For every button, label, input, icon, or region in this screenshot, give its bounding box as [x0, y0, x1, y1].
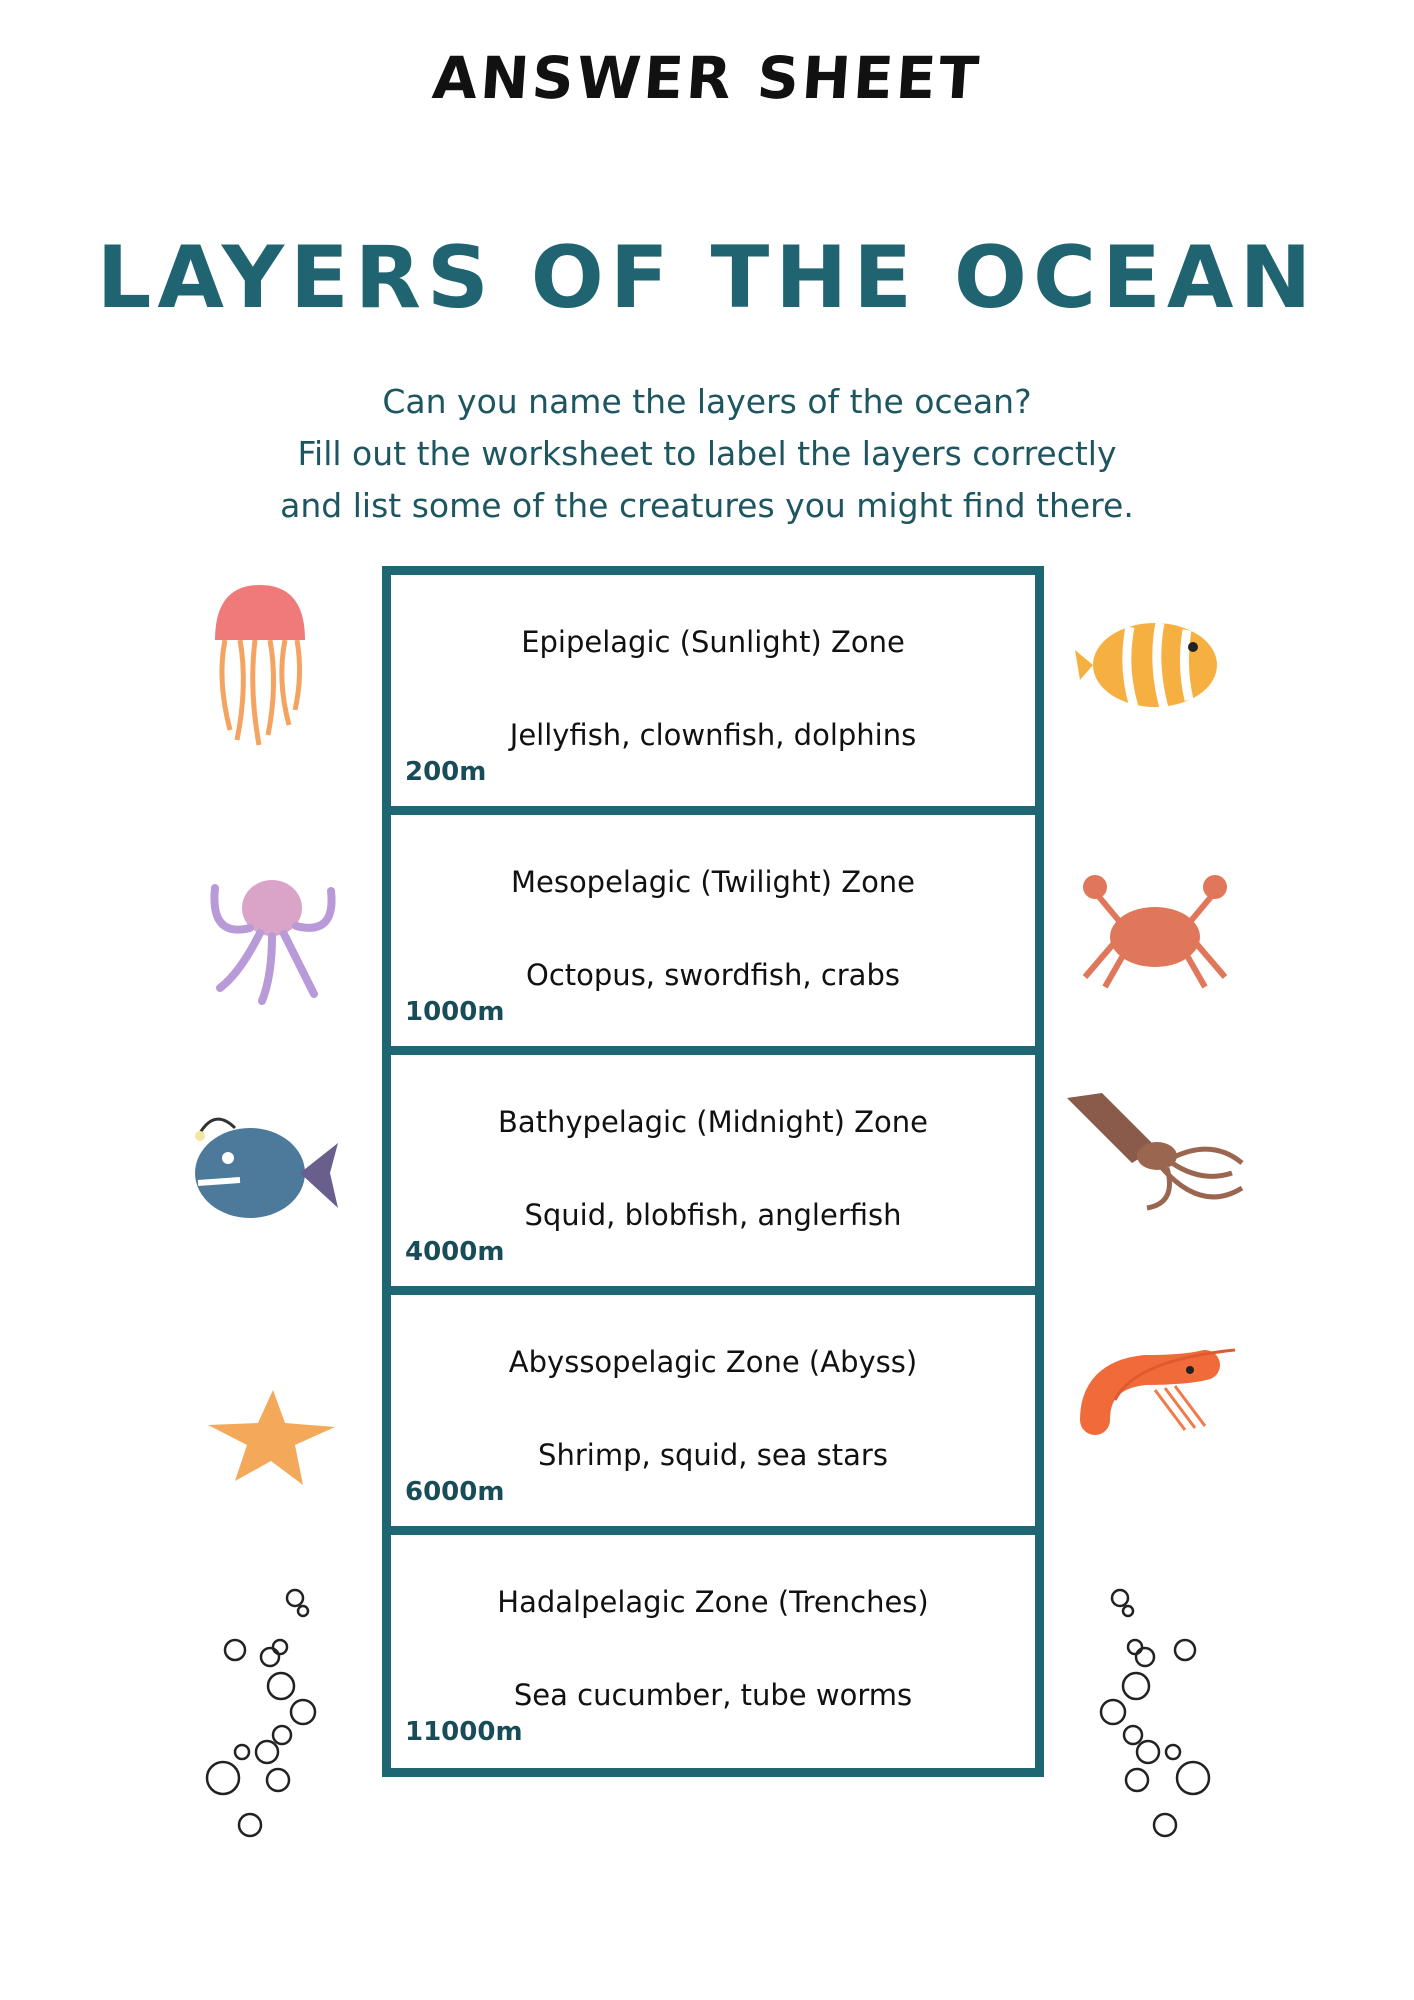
octopus-icon — [210, 880, 336, 1005]
zone-depth: 11000m — [405, 1717, 523, 1747]
ocean-layers-table: Epipelagic (Sunlight) Zone Jellyfish, cl… — [382, 566, 1044, 1777]
zone-name: Mesopelagic (Twilight) Zone — [510, 865, 916, 899]
jellyfish-icon — [215, 585, 305, 746]
zone-creatures: Jellyfish, clownfish, dolphins — [509, 718, 917, 752]
zone-row-abyssopelagic: Abyssopelagic Zone (Abyss) Shrimp, squid… — [391, 1295, 1035, 1535]
intro-line: Fill out the worksheet to label the laye… — [297, 434, 1117, 473]
zone-depth: 6000m — [405, 1477, 505, 1507]
zone-creatures: Sea cucumber, tube worms — [513, 1678, 913, 1712]
zone-depth: 1000m — [405, 997, 505, 1027]
zone-row-mesopelagic: Mesopelagic (Twilight) Zone Octopus, swo… — [391, 815, 1035, 1055]
starfish-icon — [208, 1390, 335, 1485]
zone-name: Epipelagic (Sunlight) Zone — [521, 625, 905, 659]
bubbles-icon — [205, 1588, 317, 1838]
crab-icon — [1082, 875, 1228, 989]
zone-creatures: Shrimp, squid, sea stars — [538, 1438, 888, 1472]
zone-row-epipelagic: Epipelagic (Sunlight) Zone Jellyfish, cl… — [391, 575, 1035, 815]
page-title: LAYERS OF THE OCEAN — [96, 228, 1318, 328]
intro-text: Can you name the layers of the ocean? Fi… — [0, 376, 1414, 532]
zone-name: Hadalpelagic Zone (Trenches) — [497, 1585, 929, 1619]
clownfish-icon — [1075, 622, 1217, 710]
zone-row-bathypelagic: Bathypelagic (Midnight) Zone Squid, blob… — [391, 1055, 1035, 1295]
zone-depth: 4000m — [405, 1237, 505, 1267]
zone-row-hadalpelagic: Hadalpelagic Zone (Trenches) Sea cucumbe… — [391, 1535, 1035, 1768]
zone-creatures: Octopus, swordfish, crabs — [526, 958, 900, 992]
zone-creatures: Squid, blobfish, anglerfish — [524, 1198, 902, 1232]
anglerfish-icon — [195, 1117, 338, 1218]
squid-icon — [1067, 1093, 1244, 1211]
sheet-title: ANSWER SHEET — [430, 44, 984, 112]
bubbles-icon — [1099, 1588, 1211, 1838]
zone-depth: 200m — [405, 757, 487, 787]
zone-name: Bathypelagic (Midnight) Zone — [497, 1105, 929, 1139]
zone-name: Abyssopelagic Zone (Abyss) — [508, 1345, 918, 1379]
shrimp-icon — [1080, 1348, 1236, 1435]
intro-line: and list some of the creatures you might… — [280, 486, 1134, 525]
intro-line: Can you name the layers of the ocean? — [382, 382, 1032, 421]
